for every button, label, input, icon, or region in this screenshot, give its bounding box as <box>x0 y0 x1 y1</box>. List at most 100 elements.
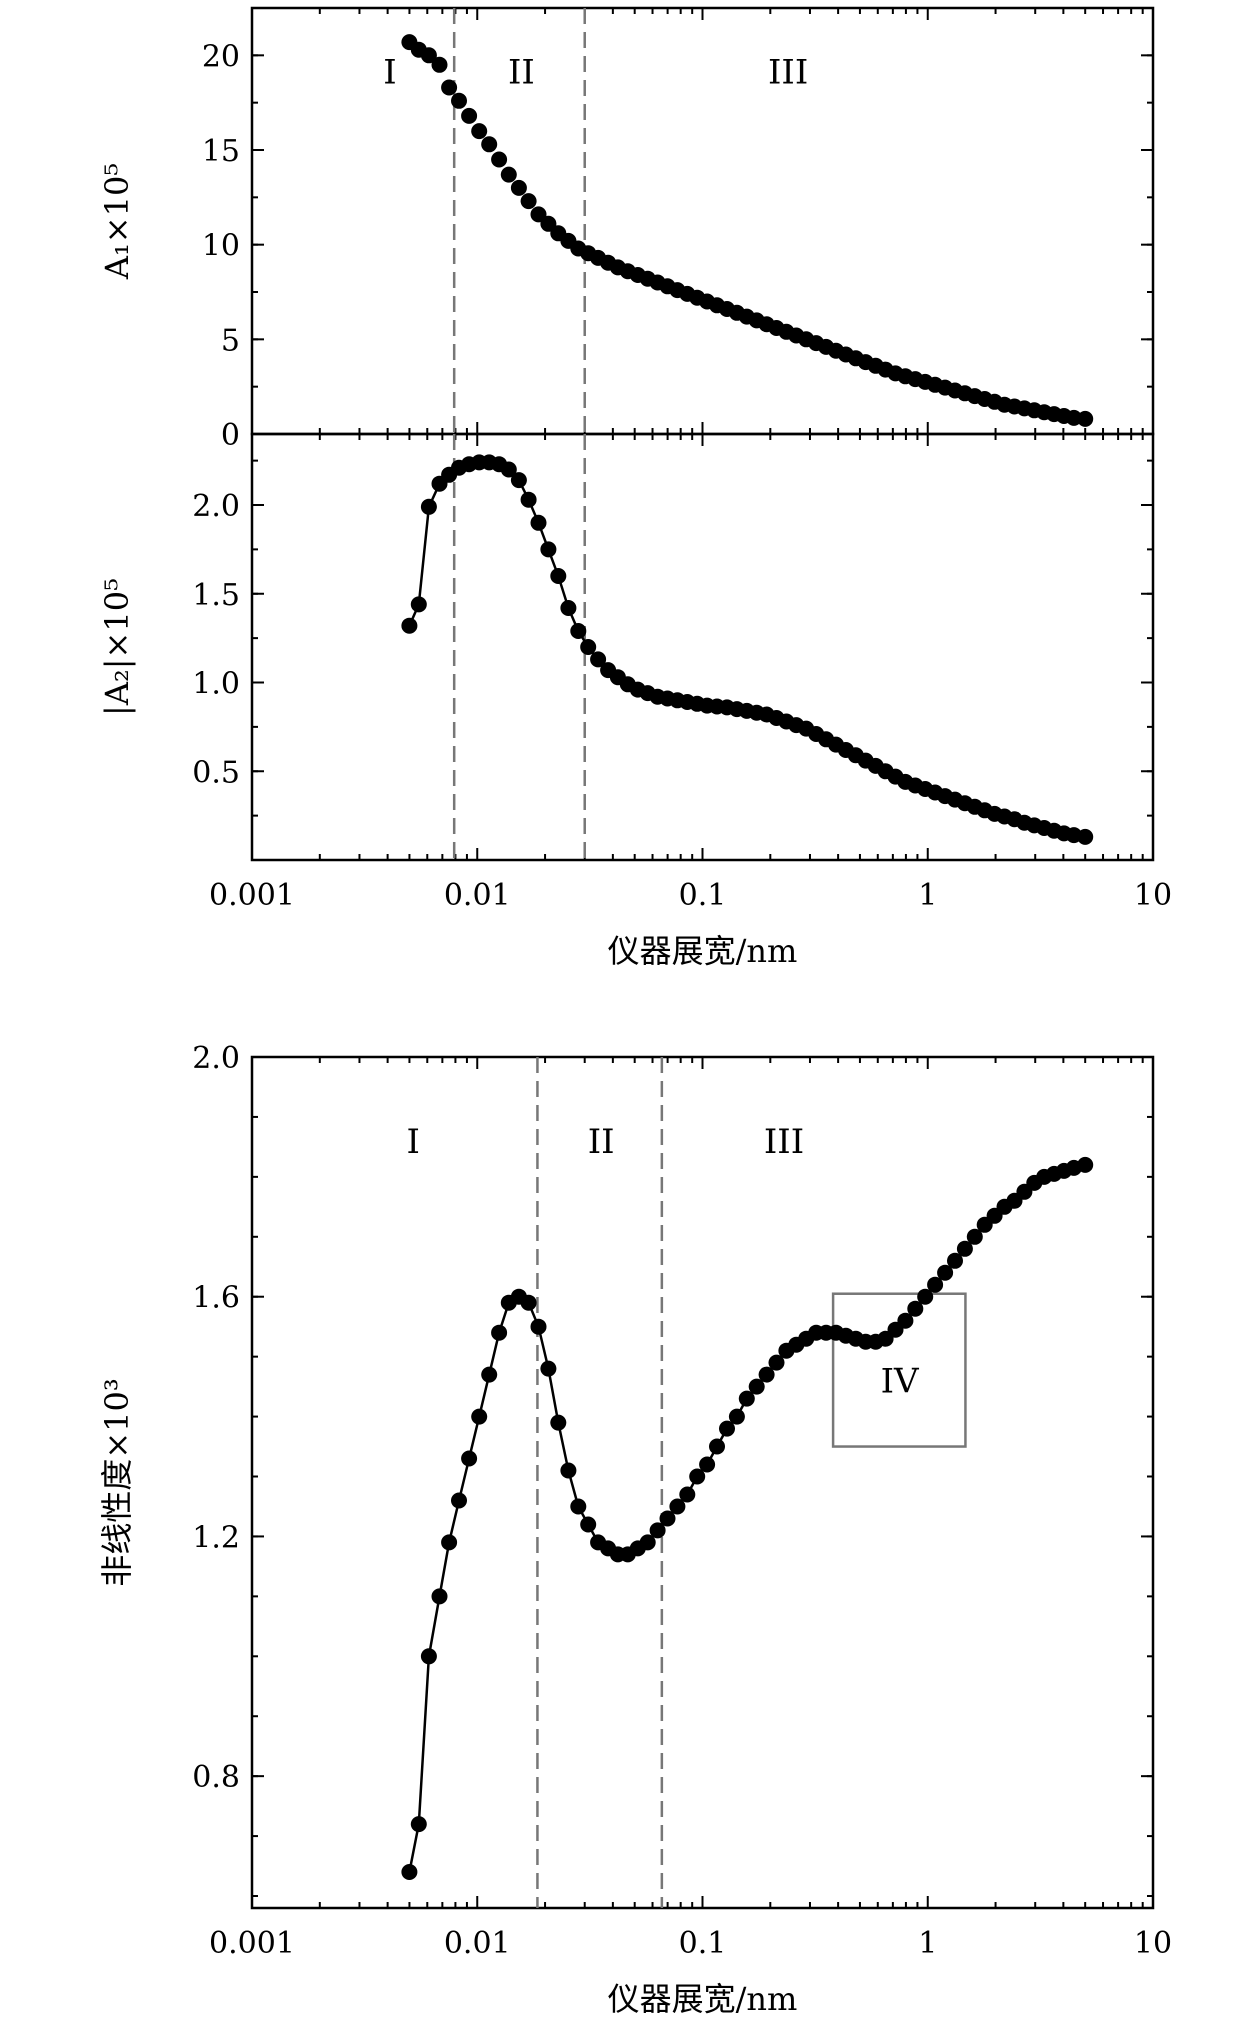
data-point <box>966 1228 983 1245</box>
data-point <box>540 541 557 558</box>
panel-a2-chart: 0.001 0.01 0.1 1 10 0.5 1.0 1.5 2.0 |A₂|×10⁵ 仪器展宽/… <box>98 432 1172 970</box>
y-axis-title: A₁×10⁵ <box>98 163 136 280</box>
region-label: III <box>764 1122 804 1162</box>
data-point <box>420 47 437 64</box>
data-point <box>481 1366 498 1383</box>
data-point <box>728 1408 745 1425</box>
data-point <box>580 639 597 655</box>
y-tick-label: 15 <box>202 134 240 169</box>
y-tick-label: 0.8 <box>192 1760 240 1795</box>
x-tick-label: 0.001 <box>209 878 295 913</box>
data-point <box>401 1864 418 1880</box>
data-point <box>420 1648 437 1665</box>
x-tick-label: 10 <box>1134 878 1172 913</box>
data-point <box>570 623 587 639</box>
data-point <box>441 79 458 96</box>
y-tick-label: 1.2 <box>192 1520 240 1555</box>
plot-frame <box>250 432 1155 862</box>
y-tick-label: 10 <box>202 229 240 264</box>
data-point <box>471 1408 488 1425</box>
panel-nonlinearity-chart: 0.001 0.01 0.1 1 10 0.8 1.2 1.6 2.0 非线性度×10³ 仪器展宽/… <box>98 1041 1172 2018</box>
data-point <box>520 193 537 210</box>
data-point <box>461 107 478 124</box>
data-point <box>410 1816 427 1833</box>
region-label: I <box>383 53 396 93</box>
data-point <box>907 1300 924 1317</box>
data-point <box>530 1318 547 1335</box>
series-line <box>408 1163 1086 1873</box>
x-axis-title: 仪器展宽/nm <box>608 932 798 970</box>
data-point <box>738 1390 755 1407</box>
data-point <box>500 166 517 183</box>
data-point <box>540 215 557 232</box>
data-point <box>420 498 437 515</box>
y-axis-title: |A₂|×10⁵ <box>98 578 136 716</box>
region-label: IV <box>881 1362 920 1402</box>
region-label: III <box>768 53 808 93</box>
data-point <box>679 1486 696 1503</box>
data-point <box>401 617 418 634</box>
data-point <box>461 1450 478 1467</box>
data-point <box>550 568 567 584</box>
data-point <box>659 1510 676 1527</box>
series-line <box>408 461 1086 839</box>
data-point <box>689 1468 706 1485</box>
plot-frame <box>250 1055 1155 1910</box>
data-point <box>471 123 488 140</box>
data-point <box>927 1276 944 1293</box>
data-point <box>530 514 547 531</box>
data-point <box>520 1294 537 1311</box>
data-point <box>560 1462 577 1479</box>
data-point <box>748 1378 765 1395</box>
data-point <box>431 56 448 73</box>
y-tick-label: 1.5 <box>192 578 240 613</box>
region-label: II <box>588 1122 615 1162</box>
data-point <box>410 596 427 613</box>
data-point <box>1077 1156 1094 1173</box>
data-point <box>937 1264 954 1281</box>
x-tick-label: 0.001 <box>209 1926 295 1961</box>
data-point <box>1077 828 1094 845</box>
data-point <box>570 1498 587 1515</box>
y-tick-label: 2.0 <box>192 1041 240 1076</box>
data-point <box>917 1288 934 1305</box>
x-tick-label: 0.1 <box>679 1926 727 1961</box>
data-point <box>758 1366 775 1383</box>
data-point <box>956 1240 973 1257</box>
data-point <box>709 1438 725 1455</box>
x-tick-label: 0.01 <box>444 1926 511 1961</box>
y-tick-label: 0.5 <box>192 755 240 790</box>
region-label: II <box>508 53 535 93</box>
y-tick-label: 1.0 <box>192 667 240 702</box>
data-point <box>947 1252 963 1269</box>
data-point <box>897 1312 914 1329</box>
x-tick-label: 0.1 <box>679 878 727 913</box>
region-label: I <box>407 1122 420 1162</box>
data-point <box>699 1456 716 1473</box>
y-tick-label: 2.0 <box>192 489 240 524</box>
x-tick-label: 10 <box>1134 1926 1172 1961</box>
data-point <box>481 136 498 153</box>
x-tick-label: 0.01 <box>444 878 511 913</box>
data-point <box>510 179 527 196</box>
y-axis-title: 非线性度×10³ <box>98 1378 136 1586</box>
x-axis-title: 仪器展宽/nm <box>608 1980 798 2018</box>
y-tick-label: 20 <box>202 39 240 74</box>
y-tick-label: 0 <box>221 418 240 453</box>
data-point <box>590 651 607 668</box>
data-point <box>768 1354 785 1371</box>
data-point <box>560 600 577 616</box>
x-tick-label: 1 <box>918 1926 937 1961</box>
y-tick-label: 5 <box>221 323 240 358</box>
data-point <box>540 1360 557 1377</box>
data-point <box>550 1414 567 1431</box>
data-point <box>520 491 537 508</box>
data-point <box>491 1324 508 1341</box>
data-point <box>441 1534 458 1551</box>
y-tick-label: 1.6 <box>192 1281 240 1316</box>
data-point <box>719 1420 735 1437</box>
data-point <box>639 1534 656 1551</box>
data-point <box>500 461 517 478</box>
